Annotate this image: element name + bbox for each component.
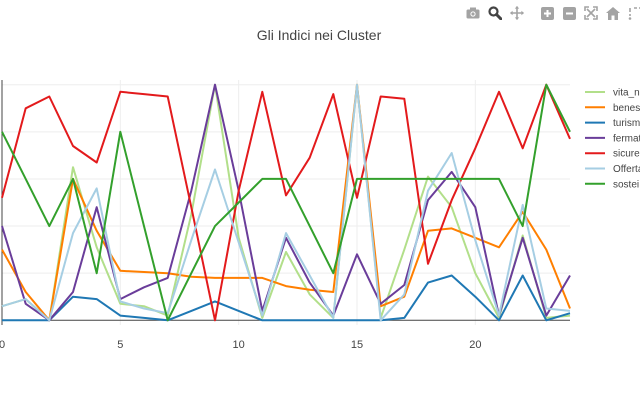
legend-item-turismo[interactable]: turism [585,118,640,129]
spike-lines-icon[interactable] [624,4,640,22]
x-tick-label: 10 [233,339,245,351]
zoom-in-icon[interactable] [536,4,558,22]
pan-icon[interactable] [506,4,528,22]
series-line-benessere[interactable] [1,83,571,322]
legend-item-benessere[interactable]: benes [585,103,640,114]
grid [1,80,570,325]
camera-icon[interactable] [462,4,484,22]
legend-label: benes [613,103,640,114]
series-line-Offerta[interactable] [1,83,571,322]
home-icon[interactable] [602,4,624,22]
x-tick-label: 0 [0,339,5,351]
legend-label: vita_no [613,88,640,99]
series-line-turismo[interactable] [2,274,571,322]
legend-label: fermat [613,133,640,144]
x-tick-label: 5 [117,339,123,351]
legend-label: Offerta [613,164,640,175]
series-line-vita_notturna[interactable] [1,83,571,322]
chart-title: Gli Indici nei Cluster [257,27,382,43]
series-line-sicurezza[interactable] [1,83,571,322]
legend-item-sicurezza[interactable]: sicurez [585,149,640,160]
legend-item-vita_notturna[interactable]: vita_no [585,88,640,99]
legend-item-sostenibilita[interactable]: sostei [585,179,639,190]
modebar [462,4,640,22]
x-tick-label: 15 [351,339,363,351]
zoom-out-icon[interactable] [558,4,580,22]
autoscale-icon[interactable] [580,4,602,22]
legend-label: sicurez [613,149,640,160]
series-layer [1,83,571,322]
legend-item-Offerta[interactable]: Offerta [585,164,640,175]
legend-label: turism [613,118,640,129]
legend[interactable]: vita_nobenes turism fermat sicurez Offerta so… [585,88,640,191]
series-line-sostenibilita[interactable] [1,83,571,322]
x-tick-label: 20 [469,339,481,351]
legend-label: sostei [613,179,639,190]
legend-item-fermate[interactable]: fermat [585,133,640,144]
zoom-icon[interactable] [484,4,506,22]
x-axis: 0 5 10 15 20 [0,339,481,351]
series-line-fermate[interactable] [1,83,571,322]
